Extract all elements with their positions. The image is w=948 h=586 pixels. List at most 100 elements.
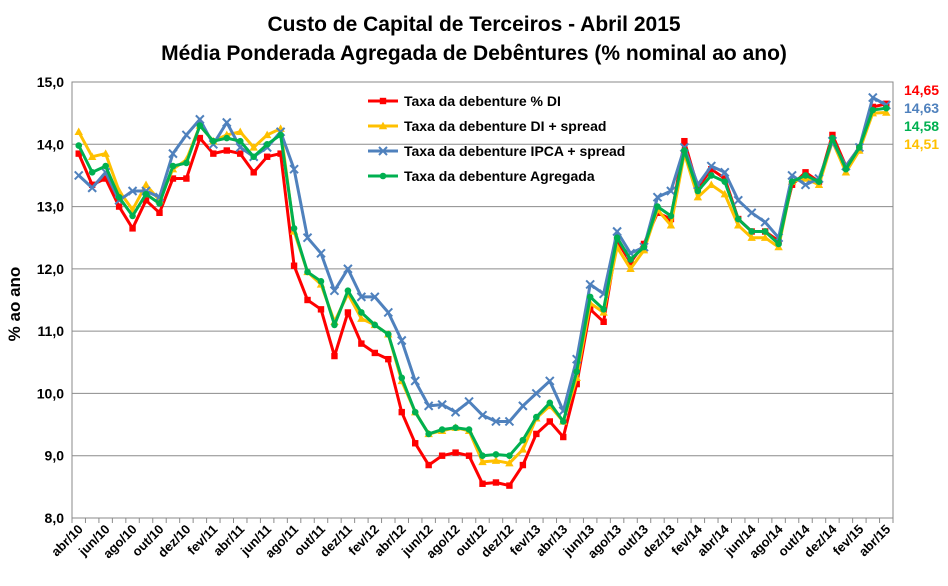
end-value-label: 14,65 [904,82,939,98]
data-point [317,306,325,313]
data-point [640,243,648,251]
data-point [249,143,258,151]
data-point [142,190,150,198]
data-point [331,352,338,360]
data-point [519,461,527,469]
data-point [747,233,756,241]
data-point [169,162,177,170]
data-point [868,92,878,103]
data-point [237,150,244,157]
data-point [304,296,311,304]
data-point [101,149,110,157]
data-point [75,142,83,149]
series-line [77,106,887,458]
data-point [196,122,204,129]
y-tick-label: 9,0 [45,448,65,464]
data-point [479,480,486,487]
data-point [746,208,757,218]
data-point [491,456,501,464]
data-point [102,175,109,182]
data-point [788,178,796,185]
data-point [129,212,136,220]
data-point [358,309,365,316]
data-point [533,413,540,421]
series-4 [75,104,890,460]
data-point [465,452,473,459]
data-point [734,220,743,229]
data-point [115,203,123,210]
legend-label: Taxa da debenture % DI [404,93,561,109]
data-point [452,449,459,456]
data-point [600,318,607,325]
data-point [492,451,500,458]
data-point [506,482,513,489]
data-point [304,268,311,276]
y-tick-label: 11,0 [38,323,65,339]
data-point [802,172,809,179]
data-point [371,349,379,357]
data-point [210,150,217,157]
data-point [652,192,663,202]
data-point [882,104,890,112]
data-point [142,197,150,204]
data-point [129,225,136,232]
legend-label: Taxa da debenture DI + spread [404,118,606,134]
data-point [519,436,527,444]
data-point [410,376,420,386]
data-point [370,292,380,302]
data-point [707,180,716,188]
x-tick-labels: abr/10jun/10ago/10out/10dez/10fev/11abr/… [48,518,894,561]
data-point [518,401,528,411]
data-point [882,108,891,116]
data-point [277,150,284,157]
data-point [358,340,365,347]
data-point [477,410,488,420]
data-point [708,166,715,173]
data-point [613,234,621,242]
y-tick-label: 10,0 [37,385,64,401]
data-point [531,388,542,399]
data-point [210,137,217,145]
legend: Taxa da debenture % DI Taxa da debenture … [368,93,625,184]
y-tick-label: 14,0 [37,136,64,152]
data-point [761,228,769,235]
data-point [223,147,230,154]
y-tick-label: 13,0 [37,199,64,215]
legend-marker [378,121,388,130]
data-point [666,220,676,229]
legend-label: Taxa da debenture Agregada [404,168,595,184]
data-point [88,181,96,188]
data-point [586,293,594,301]
data-point [425,430,432,438]
data-point [385,355,392,363]
data-point [721,178,729,185]
y-tick-label: 15,0 [37,74,64,90]
data-point [545,376,555,386]
data-point [102,162,109,170]
data-point [667,212,675,220]
legend-label: Taxa da debenture IPCA + spread [404,143,625,159]
data-point [397,335,407,346]
legend-marker [379,97,387,105]
data-point [87,183,97,193]
data-point [317,278,325,285]
end-value-label: 14,51 [904,136,939,152]
data-point [195,114,205,125]
data-point [600,306,607,313]
data-point [693,192,703,201]
data-point [787,170,797,181]
data-point [87,152,97,160]
legend-item: Taxa da debenture % DI [368,93,561,109]
data-point [127,186,138,196]
y-axis-label: % ao ano [5,267,24,342]
data-point [437,399,447,410]
data-point [775,240,782,248]
data-point [829,134,836,142]
data-point [800,180,811,190]
data-point [869,106,877,114]
data-point [518,445,528,453]
data-point [398,408,405,416]
data-point [74,170,84,181]
data-point [183,159,190,167]
